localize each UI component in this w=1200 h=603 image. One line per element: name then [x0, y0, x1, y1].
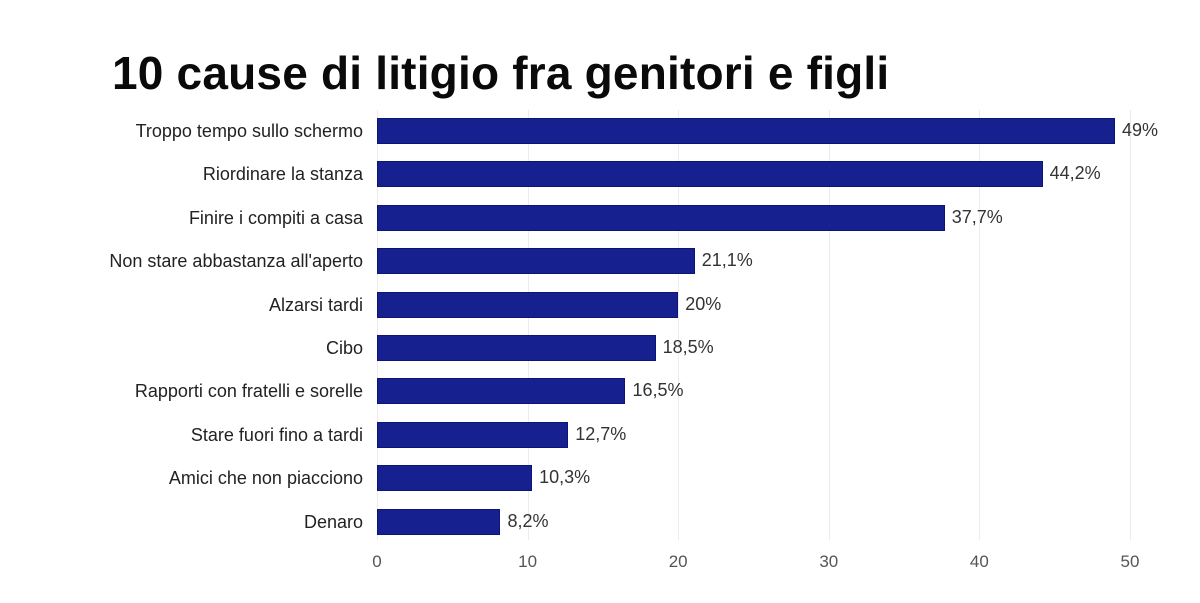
- category-label: Alzarsi tardi: [268, 294, 363, 315]
- x-tick-label: 20: [668, 552, 688, 571]
- value-label: 10,3%: [539, 467, 591, 488]
- category-label: Non stare abbastanza all'aperto: [109, 251, 363, 272]
- value-label: 16,5%: [632, 380, 684, 401]
- bar: [377, 118, 1115, 144]
- plot-area: 49% 44,2% 37,7% 21,1% 20% 18,5% 16,5% 12,7% 10,3…: [377, 110, 1158, 540]
- value-label: 44,2%: [1049, 163, 1101, 184]
- gridline: [979, 110, 981, 540]
- bar: [377, 465, 533, 492]
- bar: [377, 421, 569, 448]
- category-label: Riordinare la stanza: [202, 164, 363, 185]
- category-label: Denaro: [303, 511, 363, 532]
- gridline: [1130, 110, 1131, 540]
- x-tick-label: 30: [819, 552, 839, 571]
- value-label: 37,7%: [951, 206, 1003, 227]
- gridline: [678, 110, 680, 540]
- x-tick-label: 50: [1120, 552, 1140, 571]
- value-label: 12,7%: [575, 423, 627, 444]
- bar: [377, 378, 626, 405]
- value-label: 20%: [685, 293, 722, 314]
- x-tick-label: 0: [372, 552, 382, 571]
- category-label: Rapporti con fratelli e sorelle: [134, 381, 363, 402]
- bar: [377, 335, 656, 361]
- category-label: Cibo: [325, 338, 363, 358]
- value-label: 21,1%: [701, 250, 753, 271]
- category-label: Finire i compiti a casa: [188, 207, 363, 228]
- value-label: 49%: [1121, 120, 1158, 140]
- bar: [377, 204, 945, 231]
- x-tick-label: 40: [969, 552, 989, 571]
- bar: [377, 248, 695, 275]
- value-label: 8,2%: [507, 510, 549, 531]
- value-label: 18,5%: [662, 337, 714, 357]
- chart-title: 10 cause di litigio fra genitori e figli: [112, 47, 890, 99]
- category-label: Stare fuori fino a tardi: [190, 424, 363, 445]
- bar: [377, 291, 679, 318]
- x-tick-label: 10: [518, 552, 538, 571]
- gridline: [828, 110, 830, 540]
- category-label: Troppo tempo sullo schermo: [135, 121, 363, 141]
- category-label: Amici che non piacciono: [168, 468, 363, 489]
- bar: [377, 161, 1043, 188]
- gridline: [377, 110, 378, 540]
- bar: [377, 508, 501, 535]
- gridline: [527, 110, 529, 540]
